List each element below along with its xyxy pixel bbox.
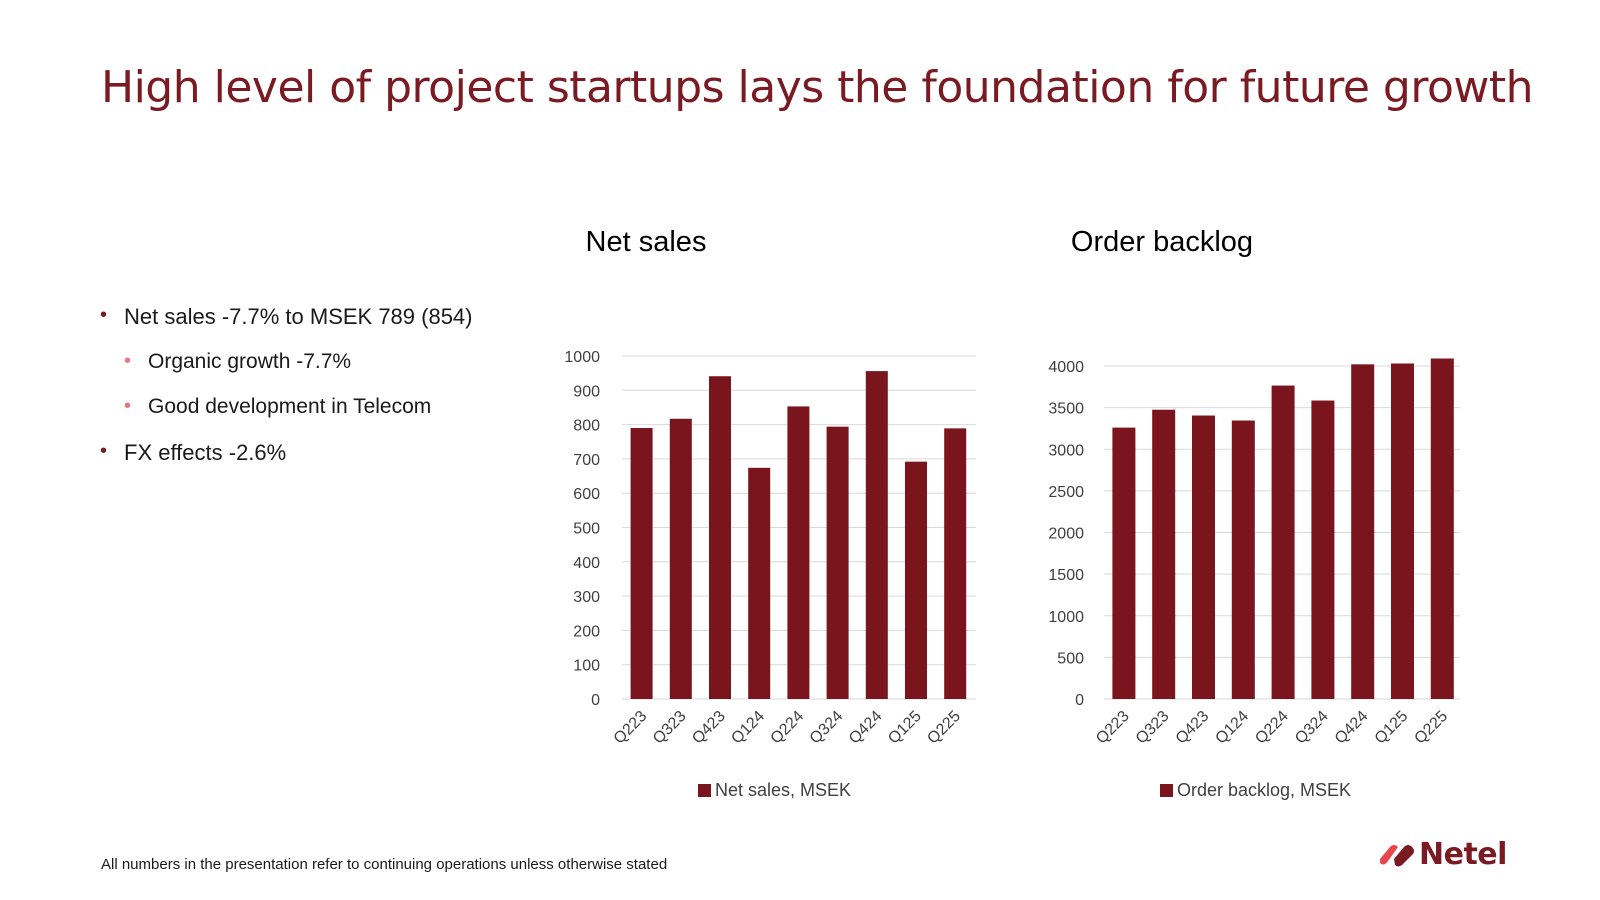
bar — [1391, 363, 1414, 699]
bullet-text: Good development in Telecom — [148, 395, 432, 418]
y-tick-label: 0 — [591, 692, 600, 709]
bar — [865, 371, 888, 699]
y-tick-label: 200 — [573, 623, 600, 640]
bar — [905, 461, 927, 699]
bullet-item: • Net sales -7.7% to MSEK 789 (854) — [100, 304, 473, 350]
x-tick-label: Q423 — [1173, 708, 1213, 748]
bar — [787, 406, 810, 699]
y-tick-label: 300 — [573, 589, 600, 606]
y-tick-label: 2000 — [1048, 526, 1084, 543]
y-tick-label: 3000 — [1048, 442, 1084, 459]
bar — [944, 428, 967, 699]
bar — [1152, 409, 1176, 699]
y-tick-label: 600 — [573, 486, 600, 503]
bar — [1192, 415, 1215, 699]
x-tick-label: Q224 — [1252, 708, 1292, 748]
bullet-dot-icon: • — [100, 304, 108, 326]
net-sales-chart-title: Net sales — [585, 226, 707, 258]
y-tick-label: 100 — [573, 658, 600, 675]
bullet-dot-icon: • — [100, 440, 108, 462]
legend-label: Order backlog, MSEK — [1177, 780, 1352, 800]
netel-logo-icon — [1380, 844, 1414, 866]
y-tick-label: 900 — [573, 383, 600, 400]
bar — [669, 418, 692, 699]
y-tick-label: 500 — [573, 521, 600, 538]
netel-logo: Netel — [1376, 837, 1507, 872]
y-tick-label: 1000 — [1048, 609, 1084, 626]
bullet-text: FX effects -2.6% — [124, 440, 287, 465]
legend-label: Net sales, MSEK — [715, 780, 852, 800]
y-tick-label: 500 — [1057, 650, 1084, 667]
y-tick-label: 3500 — [1048, 401, 1084, 418]
bullet-text: Net sales -7.7% to MSEK 789 (854) — [124, 304, 473, 329]
y-tick-label: 1500 — [1048, 567, 1084, 584]
y-tick-label: 800 — [573, 418, 600, 435]
order-backlog-legend: Order backlog, MSEK — [1160, 780, 1351, 801]
y-tick-label: 2500 — [1048, 484, 1084, 501]
x-tick-label: Q324 — [1292, 708, 1332, 748]
y-tick-label: 400 — [573, 555, 600, 572]
bullet-item: • FX effects -2.6% — [100, 440, 473, 486]
bar — [1271, 385, 1295, 699]
order-backlog-chart-title: Order backlog — [1070, 226, 1254, 258]
bar — [1430, 358, 1454, 699]
bullet-text: Organic growth -7.7% — [148, 350, 352, 373]
bar — [826, 426, 849, 699]
bar — [709, 376, 731, 699]
bar — [1112, 427, 1136, 699]
x-tick-label: Q125 — [1372, 708, 1412, 748]
y-tick-label: 0 — [1075, 692, 1084, 709]
net-sales-legend: Net sales, MSEK — [698, 780, 851, 801]
legend-swatch — [1160, 784, 1173, 797]
bar — [1231, 420, 1255, 699]
sub-bullet-item: • Good development in Telecom — [100, 395, 473, 440]
x-tick-label: Q225 — [1411, 708, 1451, 748]
bullet-dot-icon: • — [124, 395, 132, 417]
legend-swatch — [698, 784, 711, 797]
slide-title: High level of project startups lays the … — [101, 62, 1534, 113]
y-tick-label: 4000 — [1048, 359, 1084, 376]
bar — [748, 467, 771, 699]
bar — [1351, 364, 1375, 699]
y-tick-label: 700 — [573, 452, 600, 469]
bar — [630, 428, 653, 699]
x-tick-label: Q124 — [1212, 708, 1252, 748]
x-tick-label: Q424 — [1332, 708, 1372, 748]
sub-bullet-item: • Organic growth -7.7% — [100, 350, 473, 395]
logo-text: Netel — [1419, 837, 1507, 872]
bullet-list: • Net sales -7.7% to MSEK 789 (854) • Orga… — [100, 304, 473, 486]
bullet-dot-icon: • — [124, 350, 132, 372]
y-tick-label: 1000 — [564, 349, 600, 366]
x-tick-label: Q323 — [1133, 708, 1173, 748]
bar — [1311, 400, 1335, 699]
footnote: All numbers in the presentation refer to… — [101, 856, 668, 873]
x-tick-label: Q223 — [1093, 708, 1133, 748]
